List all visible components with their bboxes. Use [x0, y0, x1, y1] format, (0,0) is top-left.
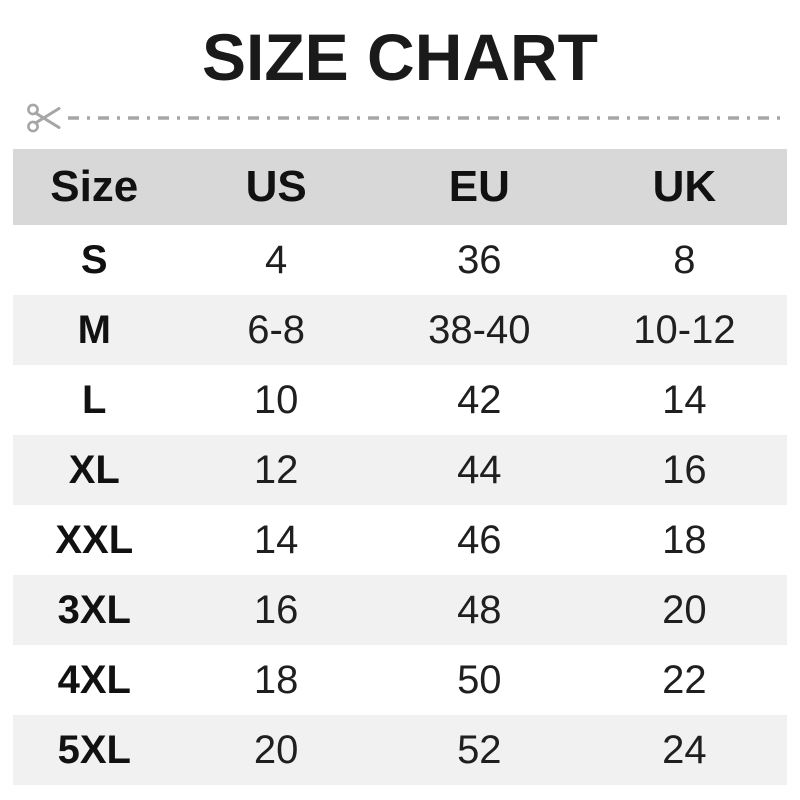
us-cell: 10 — [253, 377, 299, 422]
dashed-cut-line — [68, 116, 788, 120]
us-cell: 20 — [253, 727, 299, 772]
us-cell: 18 — [253, 657, 299, 702]
size-cell: 5XL — [57, 727, 131, 772]
eu-cell: 52 — [457, 727, 502, 772]
column-header-uk: UK — [652, 162, 717, 211]
us-cell: 4 — [265, 237, 288, 282]
uk-cell: 16 — [662, 447, 707, 492]
size-cell: 4XL — [57, 657, 131, 702]
page-title: SIZE CHART — [202, 20, 598, 94]
eu-cell: 48 — [457, 587, 502, 632]
uk-cell: 14 — [662, 377, 707, 422]
scissors-icon — [27, 103, 61, 133]
uk-cell: 24 — [662, 727, 707, 772]
table-header-row: Size US EU UK — [13, 149, 787, 225]
table-row: M 6-8 38-40 10-12 — [13, 295, 787, 365]
eu-cell: 42 — [457, 377, 502, 422]
table-row: S 4 36 8 — [13, 225, 787, 295]
size-cell: M — [77, 307, 111, 352]
uk-cell: 10-12 — [633, 307, 736, 352]
us-cell: 16 — [253, 587, 299, 632]
table-row: 4XL 18 50 22 — [13, 645, 787, 715]
eu-cell: 50 — [457, 657, 502, 702]
size-cell: S — [80, 237, 108, 282]
table-row: 3XL 16 48 20 — [13, 575, 787, 645]
size-cell: 3XL — [57, 587, 131, 632]
uk-cell: 20 — [662, 587, 707, 632]
table-row: XXL 14 46 18 — [13, 505, 787, 575]
us-cell: 14 — [253, 517, 299, 562]
table-row: XL 12 44 16 — [13, 435, 787, 505]
cut-line — [0, 96, 800, 140]
column-header-eu: EU — [448, 162, 510, 211]
uk-cell: 22 — [662, 657, 707, 702]
eu-cell: 38-40 — [428, 307, 531, 352]
column-header-size: Size — [50, 162, 139, 211]
us-cell: 6-8 — [247, 307, 306, 352]
size-cell: L — [82, 377, 107, 422]
uk-cell: 8 — [673, 237, 696, 282]
eu-cell: 44 — [457, 447, 502, 492]
column-header-us: US — [245, 162, 307, 211]
table-row: 5XL 20 52 24 — [13, 715, 787, 785]
size-cell: XL — [68, 447, 120, 492]
us-cell: 12 — [253, 447, 299, 492]
size-chart-table: Size US EU UK S 4 36 8 M 6-8 38-40 10-12… — [13, 149, 787, 785]
table-row: L 10 42 14 — [13, 365, 787, 435]
eu-cell: 46 — [457, 517, 502, 562]
size-cell: XXL — [55, 517, 134, 562]
eu-cell: 36 — [457, 237, 502, 282]
uk-cell: 18 — [662, 517, 707, 562]
